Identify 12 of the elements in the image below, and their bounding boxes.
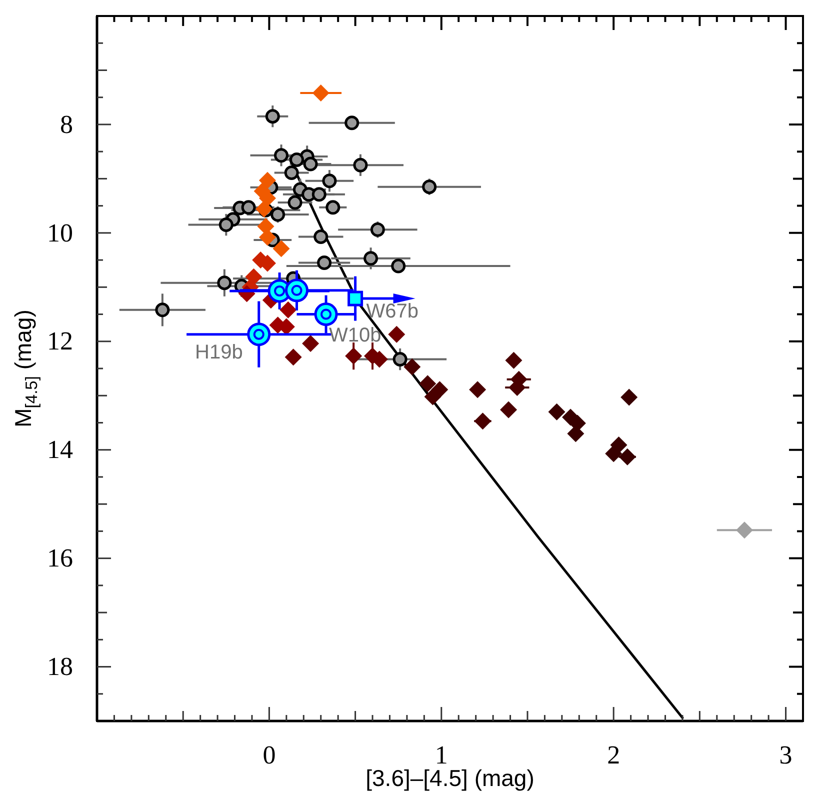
annotation: W10b bbox=[329, 324, 382, 346]
x-tick-label: 2 bbox=[607, 740, 620, 770]
annotation: H19b bbox=[195, 341, 243, 364]
y-tick-label: 16 bbox=[47, 544, 73, 573]
y-tick-label: 8 bbox=[60, 110, 73, 139]
annotation: W67b bbox=[366, 300, 419, 323]
x-tick-label: 0 bbox=[262, 740, 276, 770]
y-tick-label: 18 bbox=[47, 652, 73, 682]
x-tick-label: 3 bbox=[779, 740, 792, 770]
y-tick-label: 12 bbox=[47, 326, 73, 356]
y-tick-label: 14 bbox=[47, 435, 73, 464]
y-tick-label: 10 bbox=[47, 218, 73, 248]
